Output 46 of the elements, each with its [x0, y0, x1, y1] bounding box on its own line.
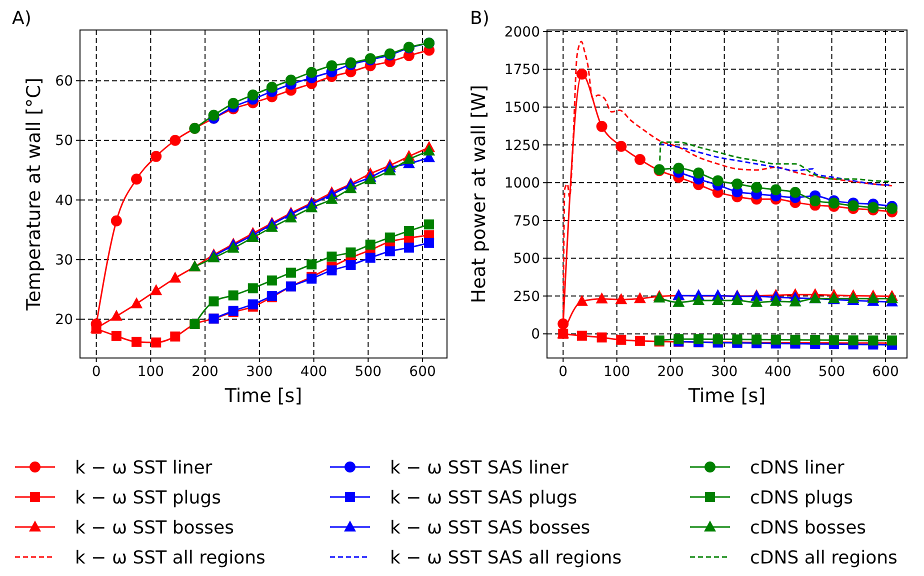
x-tick-label: 100: [137, 364, 164, 380]
x-tick-label: 100: [603, 364, 630, 380]
chart-title: B): [470, 8, 490, 29]
x-tick-label: 600: [409, 364, 436, 380]
x-tick-label: 300: [246, 364, 273, 380]
legend-label: cDNS all regions: [750, 547, 898, 568]
legend-label: cDNS plugs: [750, 487, 854, 508]
y-axis-title: Temperature at wall [°C]: [23, 78, 45, 312]
legend-label: k − ω SST plugs: [75, 487, 221, 508]
x-tick-label: 500: [818, 364, 846, 380]
legend-label: k − ω SST SAS all regions: [390, 547, 622, 568]
legend-label: cDNS liner: [750, 457, 845, 478]
y-tick-label: 1250: [504, 138, 540, 154]
x-tick-label: 200: [657, 364, 684, 380]
chart-title: A): [12, 8, 32, 29]
legend-label: cDNS bosses: [750, 517, 866, 538]
x-tick-label: 0: [558, 364, 568, 380]
y-tick-label: 1000: [504, 176, 540, 192]
legend-label: k − ω SST SAS plugs: [390, 487, 578, 508]
legend-label: k − ω SST liner: [75, 457, 213, 478]
y-tick-label: 750: [513, 213, 540, 230]
y-tick-label: 1500: [504, 100, 540, 116]
x-axis-title: Time [s]: [687, 385, 766, 407]
x-tick-label: 400: [764, 364, 792, 380]
x-tick-label: 300: [710, 364, 738, 380]
x-tick-label: 0: [92, 364, 101, 380]
y-tick-label: 40: [55, 192, 73, 209]
y-tick-label: 250: [513, 288, 540, 305]
legend-label: k − ω SST SAS liner: [390, 457, 570, 478]
x-tick-label: 200: [192, 364, 218, 380]
legend-label: k − ω SST SAS bosses: [390, 517, 590, 538]
y-tick-label: 2000: [504, 24, 540, 40]
x-tick-label: 500: [354, 364, 382, 380]
x-tick-label: 400: [300, 364, 328, 380]
y-tick-label: 30: [55, 252, 73, 268]
legend-label: k − ω SST all regions: [75, 547, 266, 568]
y-tick-label: 20: [55, 312, 73, 328]
x-tick-label: 600: [872, 364, 899, 380]
y-axis-title: Heat power at wall [W]: [468, 84, 490, 304]
y-tick-label: 0: [531, 326, 540, 343]
y-tick-label: 1750: [504, 62, 540, 78]
y-tick-label: 60: [55, 74, 73, 90]
y-tick-label: 50: [55, 133, 73, 150]
legend-label: k − ω SST bosses: [75, 517, 234, 538]
x-axis-title: Time [s]: [224, 385, 302, 407]
y-tick-label: 500: [513, 251, 540, 268]
